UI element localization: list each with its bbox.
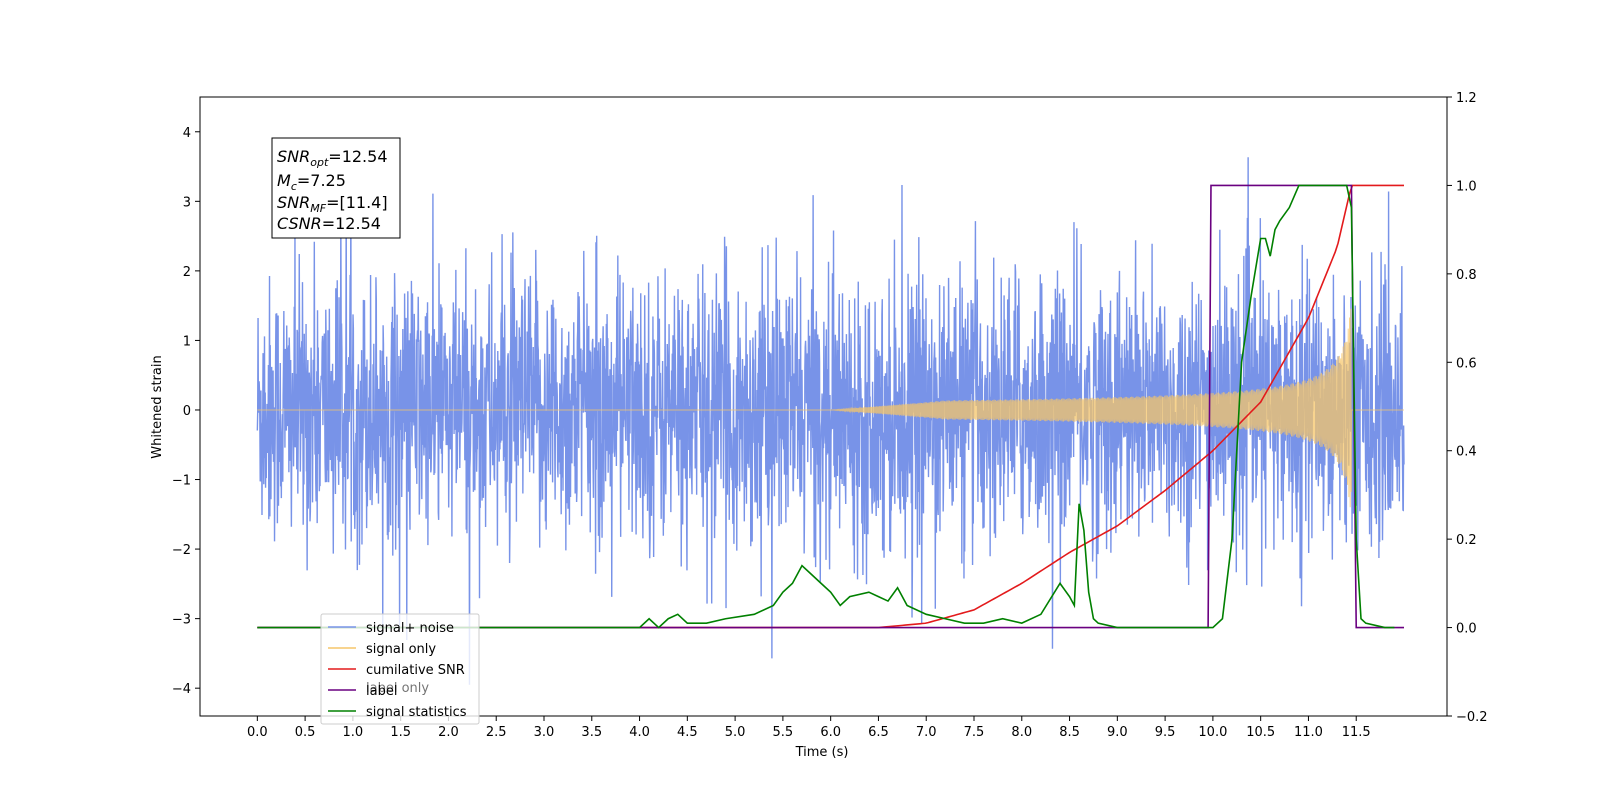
x-tick-label: 1.0 xyxy=(343,725,364,740)
y-left-tick-label: 0 xyxy=(183,404,191,419)
x-tick-label: 11.0 xyxy=(1294,725,1323,740)
y-right-tick-label: 0.8 xyxy=(1456,268,1477,283)
y-left-tick-label: −3 xyxy=(172,613,191,628)
y-left-tick-label: 2 xyxy=(183,265,191,280)
annotation-snr-mf: SNRMF=[11.4] xyxy=(277,193,388,215)
annotation-snr-opt: SNRopt=12.54 xyxy=(277,147,388,169)
y-right-tick-label: 0.2 xyxy=(1456,533,1477,548)
annotation-box: SNRopt=12.54 Mc=7.25 SNRMF=[11.4] CSNR=1… xyxy=(271,137,401,239)
x-tick-label: 2.5 xyxy=(486,725,507,740)
x-tick-label: 6.5 xyxy=(868,725,889,740)
series-signal-plus-noise xyxy=(256,157,1405,685)
plot-frame xyxy=(199,96,1448,717)
x-tick-label: 10.0 xyxy=(1198,725,1227,740)
x-tick-label: 0.0 xyxy=(247,725,268,740)
series-label xyxy=(257,184,1404,629)
x-tick-label: 0.5 xyxy=(295,725,316,740)
x-tick-label: 2.0 xyxy=(438,725,459,740)
legend-overlay-text: label only xyxy=(366,681,429,696)
annotation-csnr: CSNR=12.54 xyxy=(277,214,381,233)
x-axis-label: Time (s) xyxy=(795,745,849,760)
x-tick-label: 8.0 xyxy=(1011,725,1032,740)
x-tick-label: 6.0 xyxy=(820,725,841,740)
x-tick-label: 4.0 xyxy=(629,725,650,740)
x-tick-label: 4.5 xyxy=(677,725,698,740)
y-right-tick-label: 0.6 xyxy=(1456,356,1477,371)
x-tick-label: 10.5 xyxy=(1246,725,1275,740)
y-axis-label: Whitened strain xyxy=(150,355,165,458)
x-tick-label: 3.0 xyxy=(534,725,555,740)
x-tick-label: 3.5 xyxy=(581,725,602,740)
x-tick-label: 1.5 xyxy=(390,725,411,740)
x-tick-label: 8.5 xyxy=(1059,725,1080,740)
legend: label only signal+ noise signal only cumil… xyxy=(320,613,480,725)
x-tick-label: 7.0 xyxy=(916,725,937,740)
y-left-tick-label: −4 xyxy=(172,682,191,697)
annotation-mc: Mc=7.25 xyxy=(277,171,346,193)
legend-entry-cumulative-snr: cumilative SNR xyxy=(366,663,465,678)
series-signal-statistics xyxy=(257,184,1395,629)
x-tick-label: 7.5 xyxy=(964,725,985,740)
y-left-tick-label: 1 xyxy=(183,334,191,349)
y-left-tick-label: 4 xyxy=(183,126,191,141)
y-right-tick-label: 1.2 xyxy=(1456,91,1477,106)
y-axis-left-ticks: −4 −3 −2 −1 0 1 2 3 4 xyxy=(172,126,200,697)
y-right-tick-label: 1.0 xyxy=(1456,179,1477,194)
y-left-tick-label: −1 xyxy=(172,474,191,489)
y-right-tick-label: 0.4 xyxy=(1456,445,1477,460)
x-tick-label: 5.0 xyxy=(725,725,746,740)
legend-entry-signal-plus-noise: signal+ noise xyxy=(366,621,454,636)
x-tick-label: 9.5 xyxy=(1155,725,1176,740)
x-tick-label: 11.5 xyxy=(1342,725,1371,740)
legend-entry-signal-only: signal only xyxy=(366,642,436,657)
y-left-tick-label: 3 xyxy=(183,195,191,210)
y-axis-right-ticks: −0.2 0.0 0.2 0.4 0.6 0.8 1.0 1.2 xyxy=(1447,91,1488,725)
legend-entry-signal-statistics: signal statistics xyxy=(366,705,467,720)
y-left-tick-label: −2 xyxy=(172,543,191,558)
y-right-tick-label: 0.0 xyxy=(1456,622,1477,637)
legend-entry-label: label xyxy=(366,684,397,699)
series-signal-only xyxy=(257,308,1404,508)
x-tick-label: 9.0 xyxy=(1107,725,1128,740)
x-tick-label: 5.5 xyxy=(773,725,794,740)
y-right-tick-label: −0.2 xyxy=(1456,710,1488,725)
plot-area xyxy=(256,157,1405,685)
x-axis-ticks: 0.0 0.5 1.0 1.5 2.0 2.5 3.0 3.5 4.0 4.5 5.0 5.5 6.0 6… xyxy=(247,716,1371,740)
